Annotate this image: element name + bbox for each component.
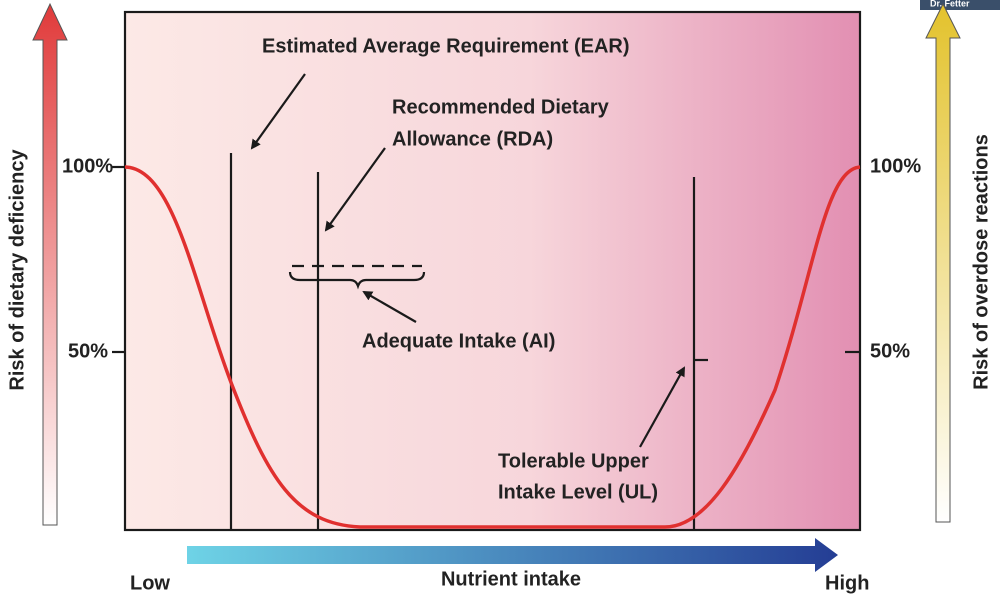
ai-arrow xyxy=(362,291,417,323)
rda-label: Allowance (RDA) xyxy=(392,128,553,150)
risk-curve xyxy=(124,165,861,529)
watermark: Dr. Fetter xyxy=(930,0,970,8)
ul-label: Intake Level (UL) xyxy=(498,481,658,503)
rda-label: Recommended Dietary xyxy=(392,96,610,118)
left-arrow xyxy=(32,2,68,526)
x-arrow xyxy=(187,538,838,572)
ai-brace xyxy=(288,271,426,290)
plot-area xyxy=(123,10,862,532)
x-low: Low xyxy=(130,572,170,594)
right-axis-label: Risk of overdose reactions xyxy=(970,134,992,390)
ear-arrow xyxy=(250,73,306,150)
ai-label: Adequate Intake (AI) xyxy=(362,330,555,352)
left-tick-label: 100% xyxy=(62,155,113,177)
ear-label: Estimated Average Requirement (EAR) xyxy=(262,35,630,57)
right-arrow xyxy=(925,2,961,523)
x-high: High xyxy=(825,572,869,594)
rda-arrow xyxy=(324,147,386,232)
video-thumbnail xyxy=(920,0,1000,10)
ul-arrow xyxy=(639,366,685,448)
x-axis-label: Nutrient intake xyxy=(441,568,581,590)
right-tick-label: 50% xyxy=(870,340,910,362)
left-axis-label: Risk of dietary deficiency xyxy=(6,149,28,391)
ul-label: Tolerable Upper xyxy=(498,450,649,472)
left-tick-label: 50% xyxy=(68,340,108,362)
right-tick-label: 100% xyxy=(870,155,921,177)
